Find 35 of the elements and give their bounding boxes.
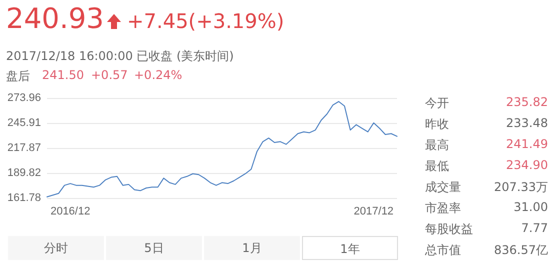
text: 总市值	[425, 242, 461, 259]
x-tick-label: 2017/12	[354, 206, 394, 218]
text: 241.50	[42, 68, 84, 82]
text: 235.82	[506, 95, 548, 109]
y-tick-label: 217.87	[7, 142, 41, 154]
y-tick-label: 189.82	[7, 167, 41, 180]
text: +0.24%	[134, 68, 182, 82]
y-tick-label: 245.91	[7, 117, 41, 130]
text: 7.77	[521, 221, 548, 235]
text: 最高	[425, 137, 449, 154]
text: 5日	[106, 236, 202, 260]
line-series	[46, 101, 398, 198]
chart-title: 240.93	[6, 2, 104, 35]
text: 2017/12/18 16:00:00 已收盘 (美东时间)	[6, 48, 234, 65]
text: 207.33万	[494, 179, 548, 196]
text: 每股收益	[425, 221, 473, 238]
text: 今开	[425, 95, 449, 112]
text: 233.48	[506, 116, 548, 130]
chart-subtitle: +7.45(+3.19%)	[127, 9, 284, 33]
text: 最低	[425, 158, 449, 175]
text: 盘后	[6, 68, 30, 85]
text: +0.57	[91, 68, 128, 82]
text: 1年	[302, 236, 398, 260]
text: 分时	[8, 236, 104, 260]
text: 241.49	[506, 137, 548, 151]
x-tick-label: 2016/12	[50, 206, 90, 218]
text: 31.00	[514, 200, 548, 214]
y-tick-label: 273.96	[7, 92, 41, 104]
text: 昨收	[425, 116, 449, 133]
text: 836.57亿	[494, 242, 548, 259]
text: 市盈率	[425, 200, 461, 217]
text: 1月	[204, 236, 300, 260]
text: 234.90	[506, 158, 548, 172]
y-tick-label: 161.78	[7, 192, 41, 204]
text: 成交量	[425, 179, 461, 196]
